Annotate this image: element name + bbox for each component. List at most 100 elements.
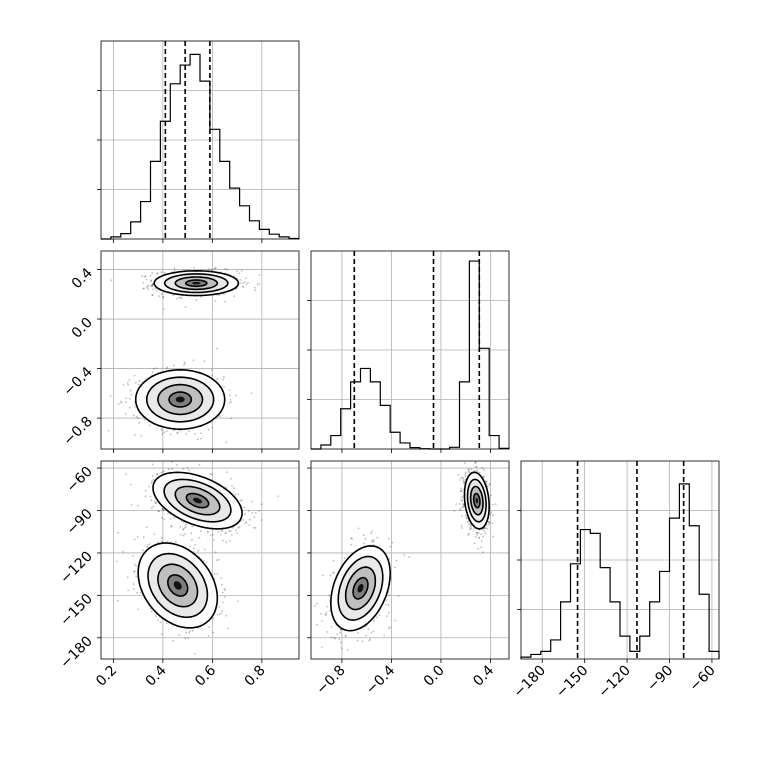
scatter-point	[488, 482, 491, 485]
scatter-point	[216, 573, 219, 575]
scatter-point	[460, 524, 463, 527]
scatter-point	[478, 537, 480, 539]
scatter-point	[151, 283, 154, 286]
scatter-point	[478, 471, 481, 474]
scatter-point	[350, 537, 353, 540]
scatter-point	[127, 589, 130, 592]
scatter-point	[210, 369, 213, 371]
scatter-point	[209, 473, 212, 475]
scatter-point	[161, 517, 163, 520]
grid	[311, 251, 509, 449]
scatter-point	[212, 538, 215, 541]
scatter-point	[143, 418, 146, 421]
scatter-point	[109, 395, 112, 397]
scatter-point	[371, 539, 374, 542]
scatter-point	[320, 613, 322, 615]
scatter-point	[245, 283, 248, 286]
scatter-point	[218, 294, 221, 296]
scatter-point	[146, 285, 149, 287]
scatter-point	[188, 469, 191, 472]
scatter-point	[250, 392, 253, 394]
scatter-point	[138, 379, 141, 382]
scatter-point	[151, 475, 154, 477]
scatter-point	[148, 485, 150, 488]
scatter-point	[475, 461, 477, 464]
scatter-point	[233, 295, 236, 298]
scatter-point	[223, 587, 226, 590]
scatter-point	[213, 268, 216, 270]
scatter-point	[216, 377, 219, 380]
scatter-point	[125, 401, 127, 403]
scatter-point	[224, 267, 227, 270]
scatter-point	[461, 476, 464, 479]
scatter-point	[387, 537, 390, 540]
scatter-point	[212, 631, 215, 634]
scatter-point	[151, 371, 154, 374]
x-tick-label: −0.4	[363, 662, 398, 697]
contour-line	[163, 273, 229, 294]
scatter-point	[183, 361, 186, 364]
x-tick-label: −90	[644, 663, 676, 695]
scatter-point	[163, 431, 166, 434]
scatter-point	[467, 468, 470, 471]
scatter-point	[487, 485, 489, 488]
histogram-panel-2	[307, 250, 510, 453]
scatter-point	[329, 609, 331, 612]
axes-frame	[520, 460, 720, 660]
scatter-point	[253, 516, 256, 518]
scatter-point	[484, 526, 486, 529]
scatter-point	[231, 485, 234, 487]
scatter-point	[189, 545, 191, 547]
scatter-point	[206, 531, 209, 534]
scatter-point	[243, 506, 246, 509]
scatter-point	[151, 463, 154, 466]
scatter-point	[385, 603, 387, 606]
scatter-point	[221, 610, 224, 613]
contour-line	[153, 269, 240, 297]
scatter-point	[385, 599, 388, 601]
scatter-point	[218, 606, 221, 608]
scatter-point	[387, 627, 390, 630]
scatter-point	[222, 378, 225, 381]
scatter-point	[161, 429, 164, 431]
scatter-point	[182, 527, 185, 530]
scatter-point	[135, 415, 138, 418]
scatter-point	[150, 507, 153, 509]
scatter-point	[387, 604, 390, 607]
scatter-point	[356, 639, 359, 642]
scatter-point	[160, 428, 163, 430]
scatter-point	[151, 480, 153, 483]
scatter-point	[126, 576, 129, 579]
scatter-point	[160, 471, 163, 474]
scatter-point	[192, 547, 195, 550]
density-peak	[475, 497, 479, 504]
scatter-point	[185, 433, 188, 435]
scatter-point	[222, 539, 224, 542]
scatter-point	[128, 406, 131, 409]
scatter-point	[218, 558, 220, 561]
scatter-point	[325, 611, 328, 614]
contour-line	[337, 555, 384, 621]
scatter-point	[142, 287, 145, 290]
joint-panel-1-3: 0.2 0.4 0.6 0.8−180−150−120−90−60	[57, 460, 300, 690]
scatter-point	[351, 537, 353, 540]
scatter-point	[149, 607, 152, 610]
scatter-point	[172, 639, 175, 642]
scatter-point	[378, 614, 381, 617]
scatter-point	[144, 275, 147, 278]
scatter-point	[211, 374, 214, 377]
scatter-point	[214, 551, 217, 553]
scatter-point	[198, 536, 201, 539]
scatter-point	[192, 359, 195, 362]
scatter-point	[467, 523, 470, 525]
scatter-point	[219, 415, 221, 417]
scatter-point	[485, 481, 488, 484]
scatter-point	[229, 394, 231, 397]
scatter-point	[217, 530, 220, 533]
histogram-step	[101, 53, 300, 240]
scatter-point	[225, 486, 228, 489]
scatter-point	[173, 269, 176, 272]
scatter-point	[234, 494, 237, 496]
scatter-point	[163, 271, 166, 274]
scatter-point	[184, 533, 187, 535]
